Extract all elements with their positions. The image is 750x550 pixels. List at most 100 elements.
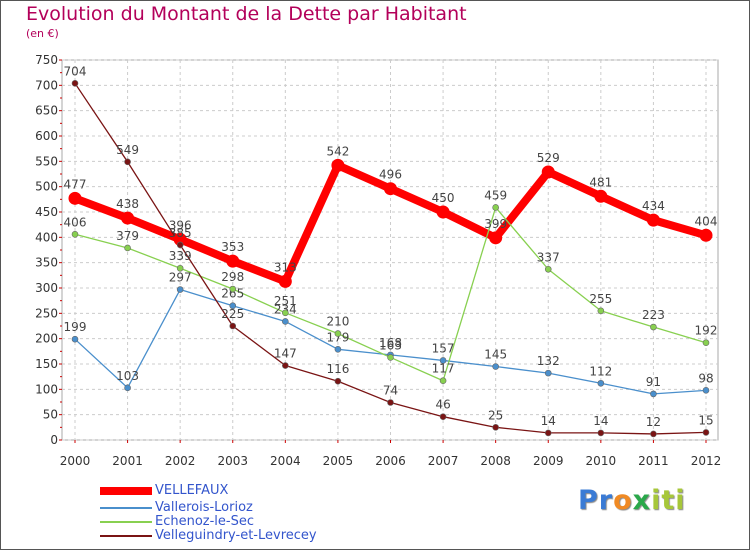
data-label: 529 [537,151,560,165]
data-point [71,335,79,343]
data-label: 298 [221,270,244,284]
y-tick-label: 350 [35,256,58,270]
y-tick-label: 100 [35,382,58,396]
logo-part-4: iti [651,485,686,516]
data-point [124,384,131,392]
data-point [71,230,79,238]
data-point [436,205,450,219]
data-label: 353 [221,240,244,254]
data-point [597,307,605,315]
x-tick-label: 2003 [217,454,248,468]
data-point [229,302,237,310]
y-tick-label: 750 [35,53,58,67]
data-point [331,158,345,172]
data-point [544,429,552,437]
data-point [282,318,289,325]
y-tick-label: 250 [35,306,58,320]
y-tick-label: 550 [35,154,58,168]
data-point [68,191,82,205]
x-tick-label: 2007 [428,454,459,468]
legend-label-vallerois-lorioz: Vallerois-Lorioz [155,500,253,515]
data-point [334,330,342,337]
legend-swatch-vellefaux [100,487,152,495]
data-label: 103 [116,369,139,383]
logo-part-2: o [613,485,633,516]
y-tick-label: 300 [35,281,58,295]
data-label: 12 [646,415,661,429]
data-label: 481 [589,175,612,189]
data-label: 147 [274,347,297,361]
y-tick-label: 150 [35,357,58,371]
data-point [646,213,660,227]
data-label: 168 [379,336,402,350]
data-label: 223 [642,308,665,322]
y-tick-label: 200 [35,332,58,346]
x-tick-label: 2010 [586,454,617,468]
y-tick-label: 600 [35,129,58,143]
legend-item-vallerois-lorioz: Vallerois-Lorioz [100,501,400,515]
y-tick-label: 500 [35,180,58,194]
data-point [439,377,447,385]
data-label: 459 [484,188,507,202]
data-label: 265 [221,287,244,301]
data-point [387,354,394,361]
data-point [492,424,499,431]
data-label: 496 [379,168,402,182]
data-label: 74 [383,384,398,398]
data-label: 385 [169,226,192,240]
proxiti-logo: Proxiti [578,485,686,516]
data-label: 438 [116,197,139,211]
legend-label-echenoz-le-sec: Echenoz-le-Sec [155,514,255,529]
data-label: 234 [274,302,297,316]
data-label: 337 [537,250,560,264]
data-label: 339 [169,249,192,263]
data-point [650,323,657,331]
data-point [384,182,397,196]
data-point [176,264,184,272]
x-tick-label: 2000 [60,454,91,468]
data-label: 91 [646,375,661,389]
data-label: 145 [484,348,507,362]
data-label: 549 [116,143,139,157]
data-point [702,387,710,394]
y-tick-label: 0 [50,433,58,447]
data-label: 434 [642,199,665,213]
data-label: 255 [589,292,612,306]
x-tick-label: 2002 [165,454,196,468]
data-label: 251 [274,294,297,308]
data-point [176,286,184,293]
x-tick-label: 2001 [112,454,143,468]
legend-item-velleguindry-et-levrecey: Velleguindry-et-Levrecey [100,529,400,543]
chart-title: Evolution du Montant de la Dette par Hab… [26,3,467,25]
y-tick-label: 50 [43,408,58,422]
data-label: 116 [326,362,349,376]
x-tick-label: 2005 [323,454,354,468]
data-label: 225 [221,307,244,321]
data-label: 477 [64,177,87,191]
legend-item-echenoz-le-sec: Echenoz-le-Sec [100,515,400,529]
data-point [124,244,131,252]
data-point [544,369,552,377]
data-point [594,189,608,203]
data-point [226,254,240,268]
legend-label-velleguindry-et-levrecey: Velleguindry-et-Levrecey [155,528,317,543]
data-point [121,211,135,225]
data-label: 25 [488,408,503,422]
data-label: 199 [64,320,87,334]
plot-area [61,59,719,441]
data-point [597,429,605,437]
data-label: 179 [326,330,349,344]
x-tick-label: 2012 [691,454,722,468]
data-point [650,430,657,438]
data-label: 313 [274,260,297,274]
data-point [282,309,289,317]
data-point [702,339,710,347]
chart-subtitle: (en €) [26,27,59,40]
x-tick-label: 2011 [638,454,669,468]
x-tick-label: 2004 [270,454,301,468]
data-point [229,285,237,293]
data-label: 704 [64,64,87,78]
data-label: 396 [169,218,192,232]
data-label: 210 [326,315,349,329]
